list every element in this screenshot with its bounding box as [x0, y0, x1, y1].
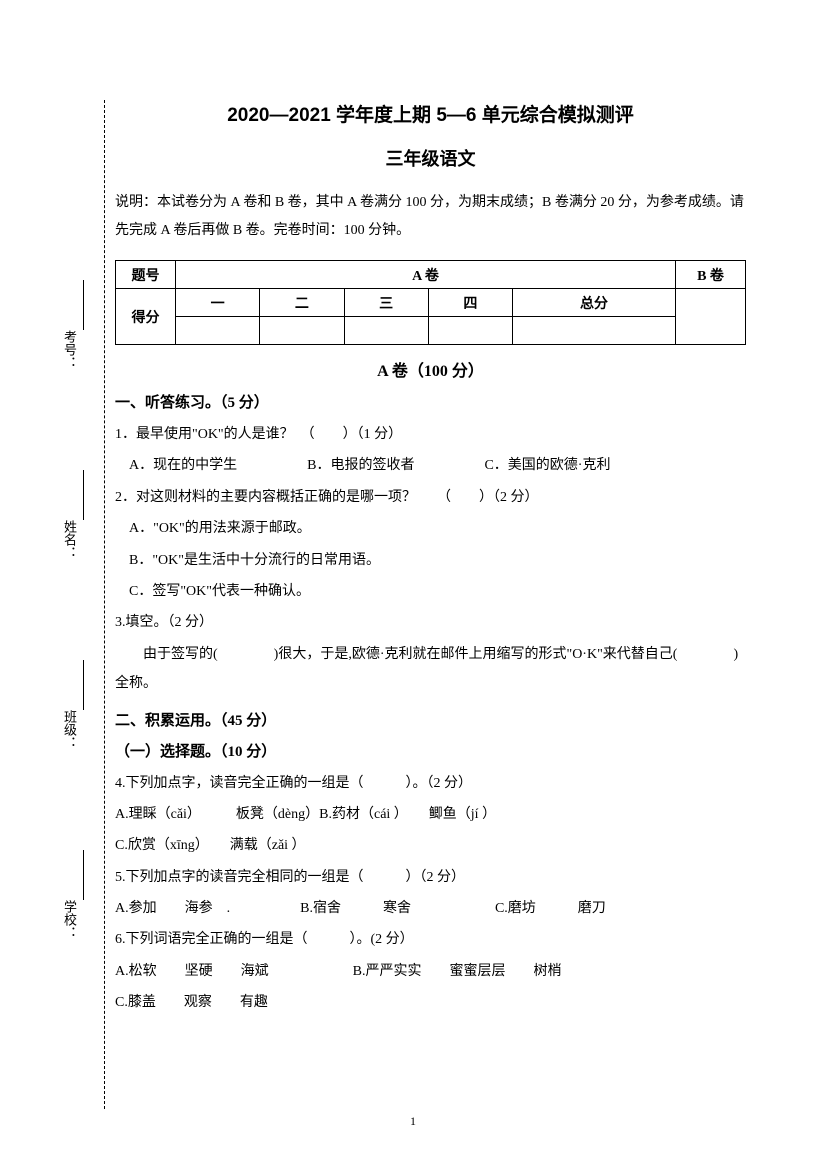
question-2-option-b: B．"OK"是生活中十分流行的日常用语。 [115, 546, 746, 575]
question-1: 1．最早使用"OK"的人是谁？ （ ）（1 分） [115, 420, 746, 449]
table-cell [176, 317, 260, 345]
question-5: 5.下列加点字的读音完全相同的一组是（ ）（2 分） [115, 863, 746, 892]
table-header: 题号 [116, 261, 176, 289]
table-cell [344, 317, 428, 345]
question-2-option-c: C．签写"OK"代表一种确认。 [115, 577, 746, 606]
section2-sub-heading: （一）选择题。（10 分） [115, 740, 746, 761]
question-4: 4.下列加点字，读音完全正确的一组是（ ）。（2 分） [115, 769, 746, 798]
table-cell: 一 [176, 289, 260, 317]
subtitle: 三年级语文 [115, 145, 746, 171]
table-cell [428, 317, 512, 345]
section-a-title: A 卷（100 分） [115, 357, 746, 381]
table-header: 得分 [116, 289, 176, 345]
table-cell: 四 [428, 289, 512, 317]
table-cell: 三 [344, 289, 428, 317]
table-header: A 卷 [176, 261, 676, 289]
page-content: 2020—2021 学年度上期 5—6 单元综合模拟测评 三年级语文 说明：本试… [0, 0, 826, 1060]
question-2-option-a: A．"OK"的用法来源于邮政。 [115, 514, 746, 543]
score-table: 题号 A 卷 B 卷 得分 一 二 三 四 总分 [115, 260, 746, 345]
page-number: 1 [0, 1114, 826, 1129]
section1-heading: 一、听答练习。（5 分） [115, 391, 746, 412]
question-6: 6.下列词语完全正确的一组是（ ）。(2 分） [115, 925, 746, 954]
question-1-options: A．现在的中学生 B．电报的签收者 C．美国的欧德·克利 [115, 451, 746, 480]
table-cell [260, 317, 344, 345]
question-4-option-c: C.欣赏（xīng） 满载（zǎi ） [115, 831, 746, 860]
table-cell: 总分 [513, 289, 676, 317]
table-cell [676, 289, 746, 345]
table-cell [513, 317, 676, 345]
question-3-text: 由于签写的( )很大，于是,欧德·克利就在邮件上用缩写的形式"O·K"来代替自己… [115, 640, 746, 699]
question-6-option-c: C.膝盖 观察 有趣 [115, 988, 746, 1017]
main-title: 2020—2021 学年度上期 5—6 单元综合模拟测评 [115, 100, 746, 127]
question-2: 2．对这则材料的主要内容概括正确的是哪一项？ （ ）（2 分） [115, 483, 746, 512]
description: 说明：本试卷分为 A 卷和 B 卷，其中 A 卷满分 100 分，为期末成绩；B… [115, 189, 746, 245]
question-5-options: A.参加 海参 . B.宿舍 寒舍 C.磨坊 磨刀 [115, 894, 746, 923]
question-6-options-ab: A.松软 坚硬 海斌 B.严严实实 蜜蜜层层 树梢 [115, 957, 746, 986]
section2-heading: 二、积累运用。（45 分） [115, 709, 746, 730]
table-cell: 二 [260, 289, 344, 317]
table-header: B 卷 [676, 261, 746, 289]
question-4-options-ab: A.理睬（cǎi） 板凳（dèng）B.药材（cái ） 鲫鱼（jí ） [115, 800, 746, 829]
question-3: 3.填空。（2 分） [115, 608, 746, 637]
